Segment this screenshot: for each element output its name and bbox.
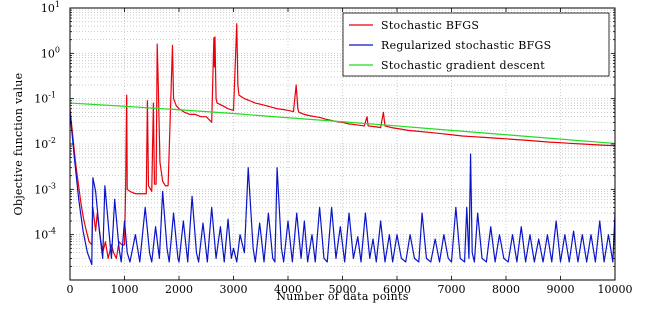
- x-tick-label: 3000: [220, 283, 248, 296]
- x-tick-label: 8000: [492, 283, 520, 296]
- legend-box: [342, 12, 610, 77]
- y-tick-label: 101: [41, 0, 60, 15]
- y-tick-label: 10-2: [34, 136, 56, 151]
- series-line-3: [70, 102, 615, 145]
- y-tick-label: 10-3: [34, 181, 56, 196]
- plot-series: [70, 23, 615, 266]
- legend: Stochastic BFGS Regularized stochastic BF…: [342, 12, 610, 77]
- x-tick-label: 4000: [274, 283, 302, 296]
- y-tick-label: 10-4: [34, 227, 56, 242]
- legend-entry: Stochastic BFGS: [381, 19, 479, 32]
- x-tick-label: 1000: [111, 283, 139, 296]
- series-line-1: [70, 23, 615, 259]
- x-tick-label: 10000: [598, 283, 633, 296]
- x-tick-labels: 0 1000 2000 3000 4000 5000 6000 7000 8000 9000 100…: [67, 283, 633, 296]
- legend-entry: Regularized stochastic BFGS: [381, 39, 551, 52]
- x-tick-label: 7000: [438, 283, 466, 296]
- x-axis-label: Number of data points: [276, 290, 408, 303]
- x-tick-label: 0: [67, 283, 74, 296]
- x-tick-label: 9000: [547, 283, 575, 296]
- x-tick-label: 2000: [165, 283, 193, 296]
- y-tick-label: 10-1: [34, 91, 56, 106]
- x-tick-label: 6000: [383, 283, 411, 296]
- y-tick-label: 100: [41, 45, 60, 60]
- series-line-2: [70, 112, 615, 266]
- y-axis-label: Objective function value: [12, 73, 25, 216]
- y-tick-labels: 10-4 10-3 10-2 10-1 100 101: [34, 0, 60, 242]
- legend-entry: Stochastic gradient descent: [381, 59, 545, 72]
- x-tick-label: 5000: [329, 283, 357, 296]
- axis-ticks: [69, 7, 616, 281]
